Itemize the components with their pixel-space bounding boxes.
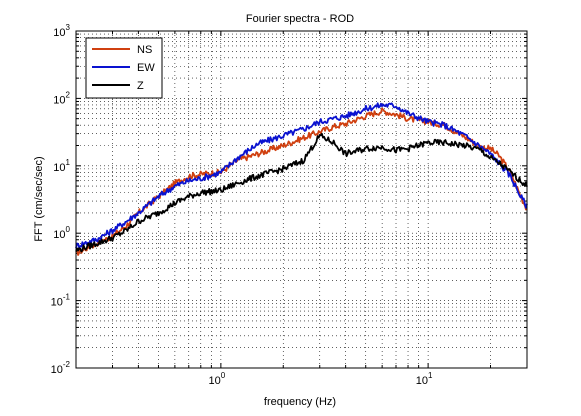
- legend: NS EW Z: [85, 37, 163, 99]
- plot-frame: [75, 30, 528, 369]
- y-tick-label: 102: [53, 90, 70, 106]
- series-line-z: [75, 132, 528, 253]
- chart-title: Fourier spectra - ROD: [246, 13, 354, 25]
- y-tick-label: 103: [53, 23, 70, 39]
- x-axis-label: frequency (Hz): [264, 396, 336, 408]
- legend-label-z: Z: [137, 80, 144, 92]
- legend-label-ns: NS: [137, 44, 152, 56]
- legend-label-ew: EW: [137, 62, 155, 74]
- y-axis-label: FFT (cm/sec/sec): [33, 156, 45, 241]
- y-tick-label: 100: [53, 225, 70, 241]
- tick-labels: 100 101 10-2 10-1 100 101 102 103: [51, 23, 433, 387]
- series-line-ew: [75, 102, 528, 249]
- y-tick-label: 10-1: [51, 293, 71, 309]
- x-tick-label: 101: [416, 371, 433, 387]
- y-tick-label: 101: [53, 158, 70, 174]
- x-tick-label: 100: [209, 371, 226, 387]
- y-tick-label: 10-2: [51, 360, 71, 376]
- series-lines: [75, 102, 528, 256]
